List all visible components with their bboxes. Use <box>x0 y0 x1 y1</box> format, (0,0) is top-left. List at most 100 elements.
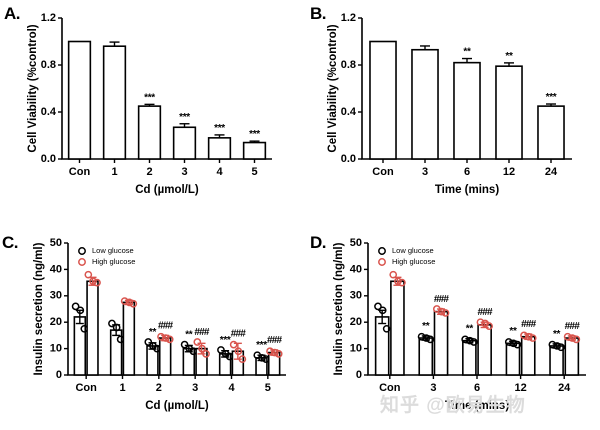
bar <box>86 280 99 376</box>
panel-a-letter: A. <box>4 4 21 23</box>
data-point <box>557 343 565 352</box>
y-tick-label: 10 <box>350 343 362 355</box>
significance-marker: ** <box>149 327 157 338</box>
panel-b-letter: B. <box>310 4 327 23</box>
significance-marker: ### <box>267 335 283 346</box>
data-point <box>89 277 97 286</box>
data-point <box>426 335 435 344</box>
bar <box>122 301 136 376</box>
y-tick-label: 20 <box>350 316 362 328</box>
legend-label-high: High glucose <box>92 257 135 266</box>
significance-marker: *** <box>214 123 225 134</box>
significance-marker: *** <box>546 92 557 103</box>
data-point <box>270 348 279 357</box>
legend-marker-low <box>378 247 386 255</box>
panel-d: D. 0 10 20 30 40 50 Con ** ### 3 ** ### 6 ** ### 12 ** ##… <box>300 215 600 430</box>
x-tick-label: 4 <box>216 166 223 178</box>
data-point <box>76 306 85 315</box>
bar <box>564 337 580 376</box>
significance-marker: ### <box>521 319 537 330</box>
data-point <box>374 302 382 311</box>
data-point <box>553 342 561 350</box>
data-point <box>129 299 138 308</box>
bar <box>418 337 434 376</box>
data-point <box>437 307 446 316</box>
data-point <box>161 334 170 342</box>
bar <box>537 105 565 160</box>
x-tick-label: 12 <box>503 166 515 178</box>
significance-marker: ### <box>434 294 450 305</box>
significance-marker: ** <box>466 324 474 335</box>
y-axis-title: Insulin secretion (ng/ml) <box>333 242 345 375</box>
x-tick-label: 4 <box>228 382 235 394</box>
data-point <box>417 332 426 341</box>
y-tick-label: 30 <box>50 290 62 302</box>
x-tick-label: 3 <box>430 382 436 394</box>
significance-marker: ### <box>158 320 174 331</box>
data-point <box>217 346 225 354</box>
x-tick-label: 5 <box>265 382 271 394</box>
significance-marker: ### <box>565 321 581 332</box>
x-tick-label: 1 <box>111 166 117 178</box>
x-tick-label: Con <box>379 382 401 394</box>
bar <box>477 324 492 376</box>
data-point <box>378 306 387 315</box>
data-point <box>165 335 174 344</box>
y-tick-label: 0 <box>56 369 62 381</box>
data-point <box>274 350 283 358</box>
data-point <box>180 340 189 349</box>
data-point <box>144 338 153 346</box>
panel-c: C. 0 10 20 30 40 50 Con 1 ** ### 2 ** ### 3 *** ### 4 ***… <box>0 215 300 430</box>
bar <box>390 280 405 376</box>
x-axis-title: Cd (µmol/L) <box>135 184 199 196</box>
x-tick-label: 6 <box>474 382 480 394</box>
y-tick-label: 0.8 <box>41 59 56 71</box>
data-point <box>389 270 398 279</box>
x-tick-label: 6 <box>464 166 470 178</box>
bar <box>453 61 481 160</box>
y-tick-label: 0.4 <box>341 106 357 118</box>
significance-marker: *** <box>256 340 267 351</box>
y-tick-label: 40 <box>350 263 362 275</box>
y-tick-label: 40 <box>50 263 62 275</box>
y-tick-label: 1.2 <box>341 12 356 24</box>
data-point <box>202 350 210 358</box>
y-tick-label: 0.4 <box>41 106 57 118</box>
bar <box>495 65 523 160</box>
data-point <box>238 355 247 364</box>
bar <box>369 40 397 160</box>
bar <box>137 105 162 160</box>
panel-a: A. 0.0 0.4 0.8 1.2 Con 1 2 *** 3 *** 4 *** 5 *** Cd (µ… <box>0 0 300 215</box>
y-axis-title: Insulin secretion (ng/ml) <box>33 242 45 375</box>
data-point <box>112 323 121 332</box>
data-point <box>476 318 485 327</box>
significance-marker: ** <box>553 329 561 340</box>
panel-b: B. 0.0 0.4 0.8 1.2 Con 3 6 ** 12 ** 24 *** Time (min… <box>300 0 600 215</box>
x-tick-label: Con <box>69 166 91 178</box>
legend-marker-high <box>378 258 386 266</box>
y-tick-label: 0.0 <box>41 153 56 165</box>
x-tick-label: 3 <box>192 382 198 394</box>
data-point <box>520 331 528 340</box>
data-point <box>120 297 129 305</box>
data-point <box>266 347 274 356</box>
significance-marker: *** <box>249 129 260 140</box>
bar <box>172 126 197 160</box>
y-tick-label: 20 <box>50 316 62 328</box>
significance-marker: ** <box>509 326 517 337</box>
data-point <box>382 324 391 333</box>
data-point <box>193 338 202 346</box>
data-point <box>524 332 533 341</box>
bar <box>520 335 536 376</box>
significance-marker: *** <box>179 112 190 123</box>
data-point <box>509 339 518 348</box>
x-axis-title: Time (mins) <box>435 184 499 196</box>
y-tick-label: 0.8 <box>341 59 356 71</box>
x-tick-label: 2 <box>146 166 152 178</box>
significance-marker: *** <box>144 92 155 103</box>
significance-marker: ### <box>231 328 247 339</box>
panel-d-letter: D. <box>310 233 327 252</box>
x-tick-label: 1 <box>119 382 125 394</box>
y-tick-label: 50 <box>350 237 362 249</box>
bar <box>158 337 172 376</box>
